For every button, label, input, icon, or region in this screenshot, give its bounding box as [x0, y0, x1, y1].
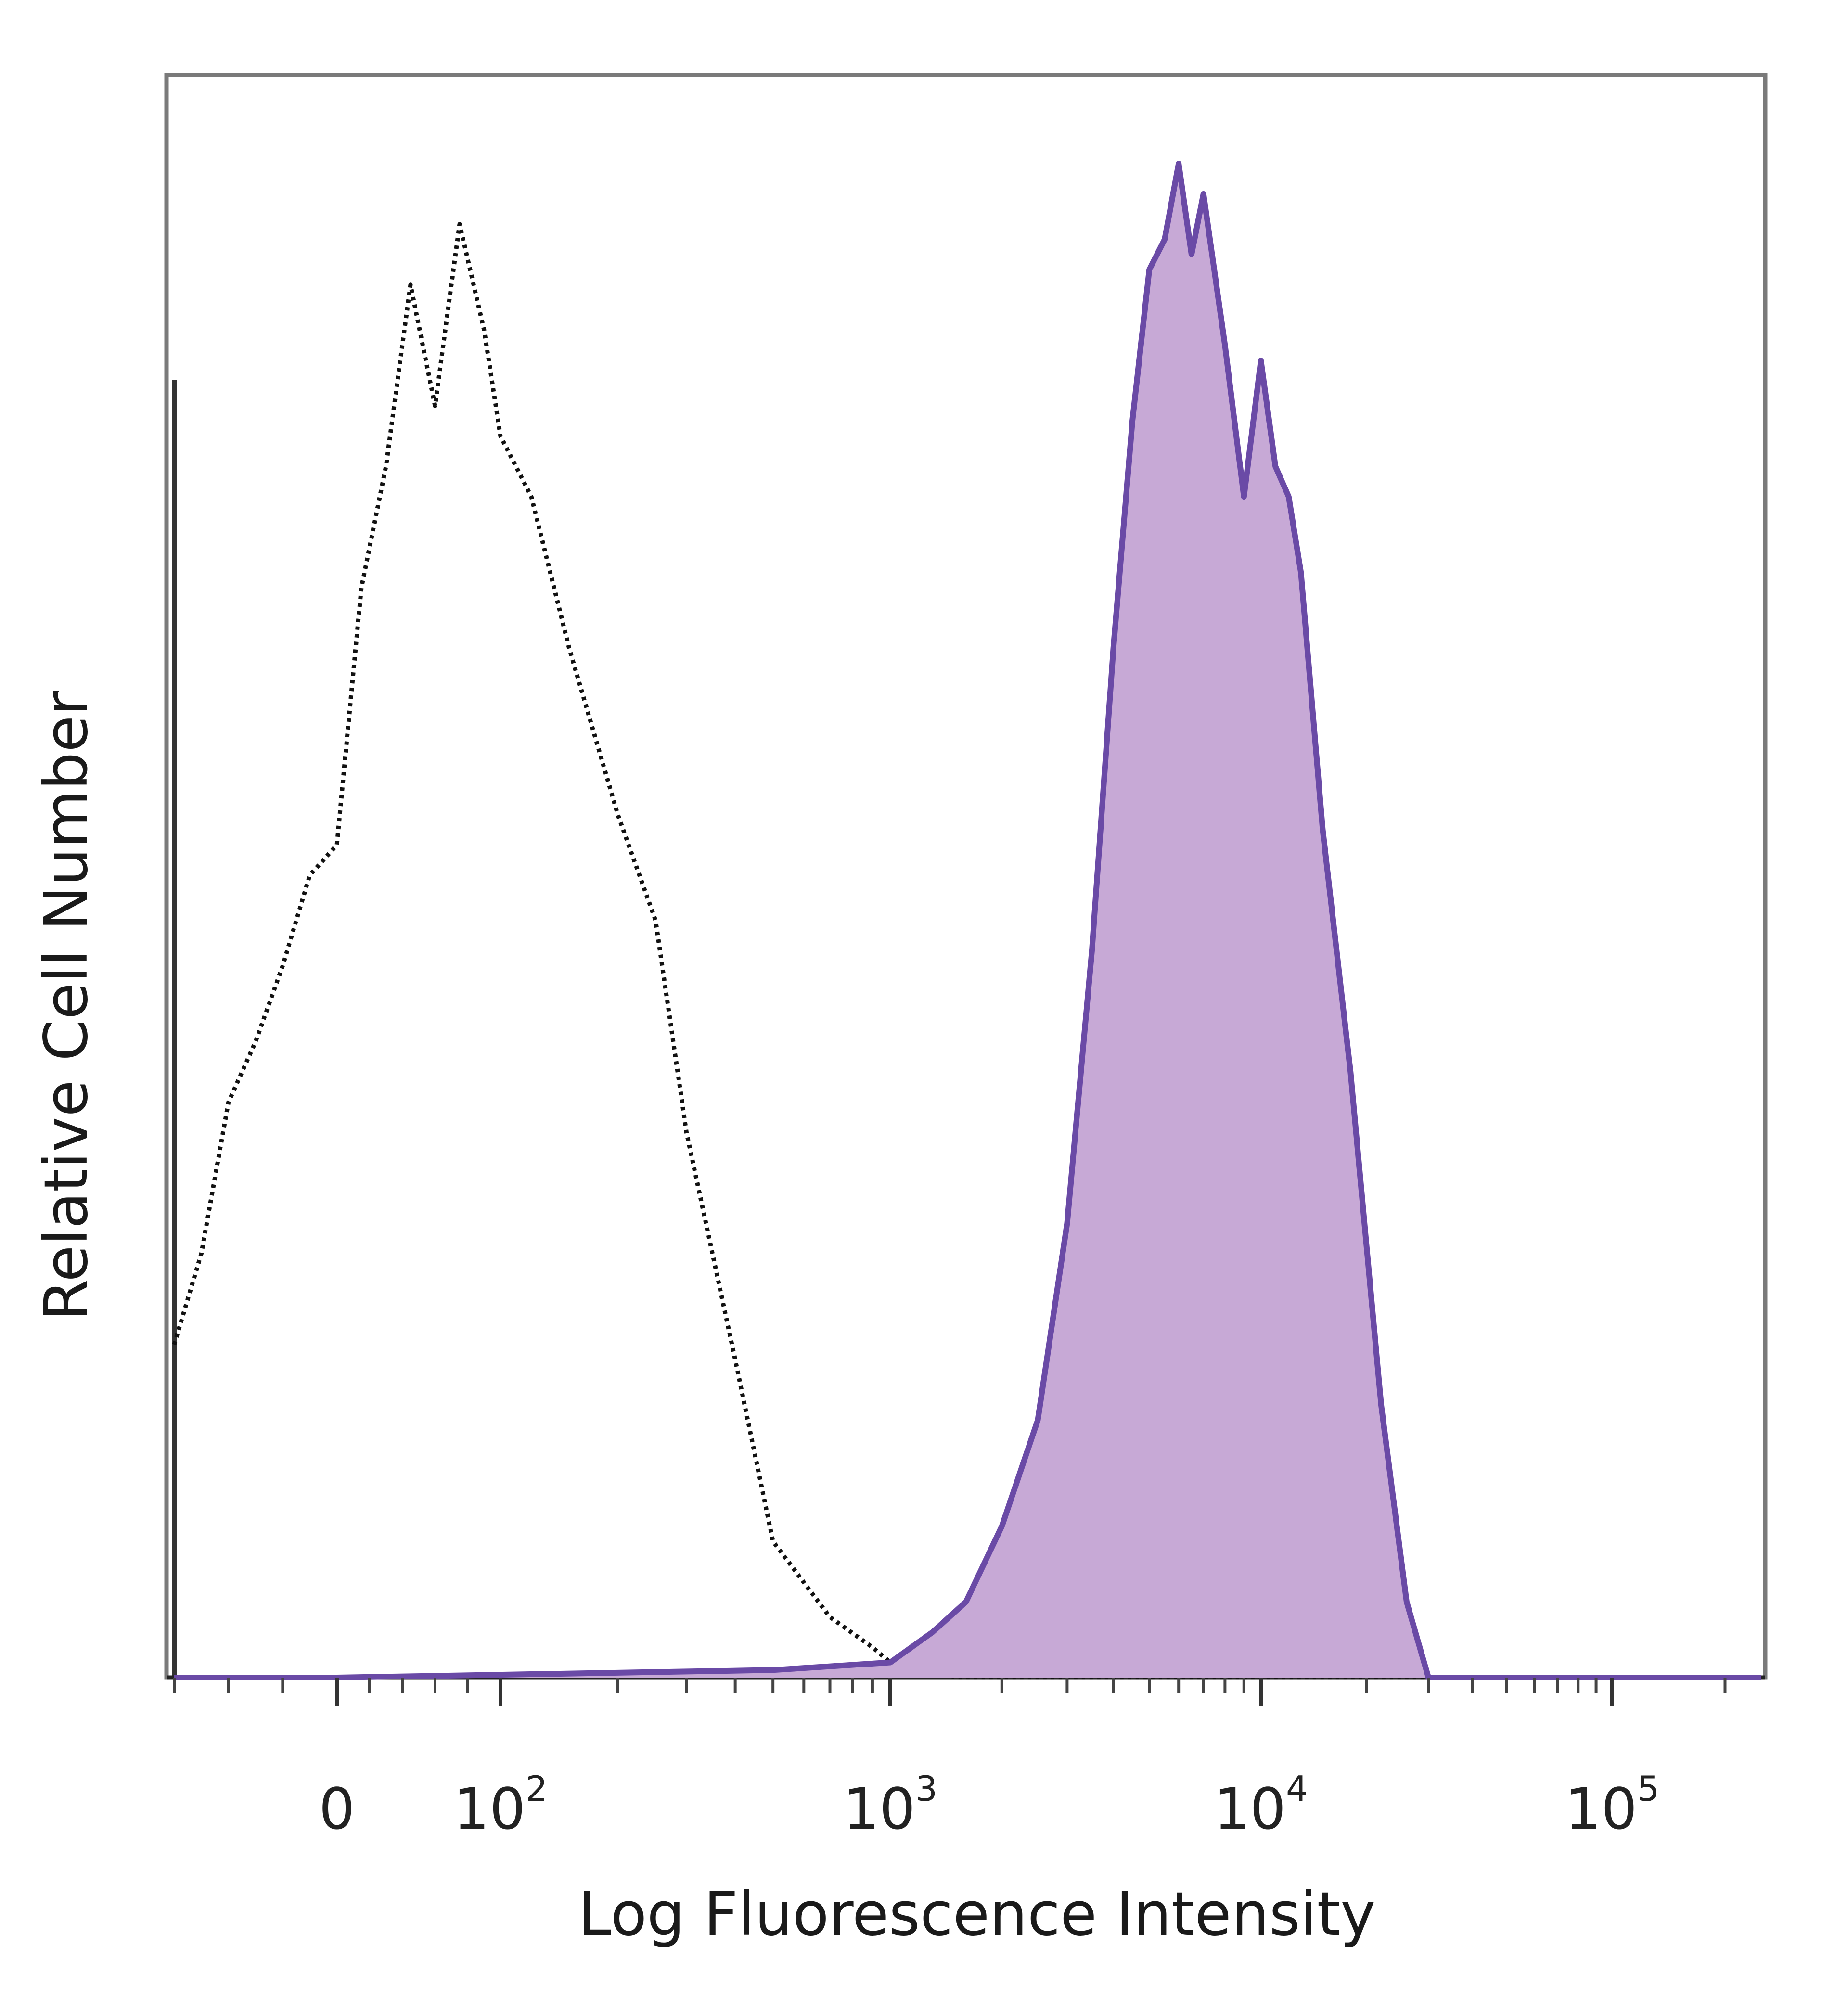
x-tick-label-exponent: 5 — [1637, 1769, 1659, 1809]
x-tick-label-base: 10 — [1214, 1776, 1286, 1842]
series-1-area — [174, 164, 1761, 1678]
series-1-line — [174, 161, 1761, 1680]
x-axis-title: Log Fluorescence Intensity — [578, 1880, 1376, 1949]
x-tick-label-base: 10 — [1565, 1776, 1637, 1842]
x-tick-label-1: 102 — [453, 1769, 548, 1842]
x-ticks — [173, 1678, 1727, 1706]
x-tick-label-base: 10 — [453, 1776, 526, 1842]
x-tick-label-exponent: 4 — [1286, 1769, 1308, 1809]
x-tick-labels: 0 102 103 104 105 — [319, 1769, 1659, 1842]
y-axis-title: Relative Cell Number — [32, 691, 101, 1321]
x-tick-label-3: 104 — [1214, 1769, 1308, 1842]
series-layer — [172, 161, 1761, 1680]
plot-frame — [164, 73, 1768, 1680]
x-tick-label-exponent: 3 — [915, 1769, 937, 1809]
x-tick-label-exponent: 2 — [526, 1769, 548, 1809]
x-tick-label-2: 103 — [843, 1769, 937, 1842]
x-tick-label-base: 10 — [843, 1776, 915, 1842]
x-tick-label-4: 105 — [1565, 1769, 1659, 1842]
x-tick-label-0: 0 — [319, 1776, 355, 1842]
x-tick-label-base: 0 — [319, 1776, 355, 1842]
